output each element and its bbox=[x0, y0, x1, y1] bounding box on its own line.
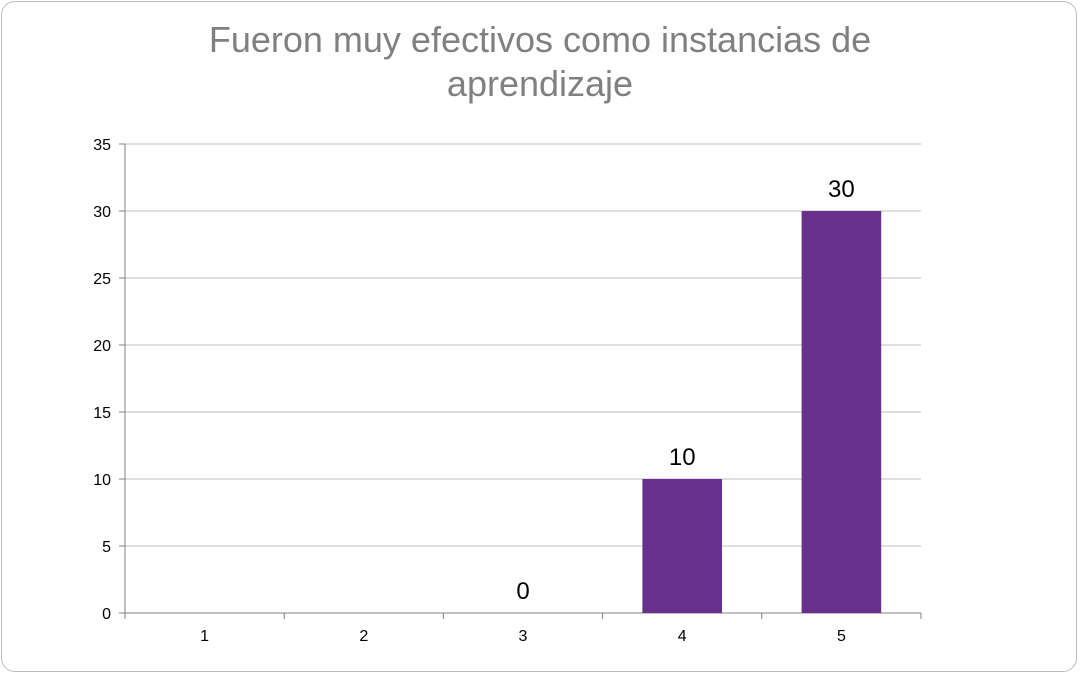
y-tick-label: 5 bbox=[102, 539, 111, 556]
y-tick-label: 15 bbox=[93, 405, 111, 422]
y-tick-label: 20 bbox=[93, 338, 111, 355]
x-tick-label: 5 bbox=[837, 628, 846, 645]
x-tick-label: 3 bbox=[519, 628, 528, 645]
x-tick-label: 1 bbox=[200, 628, 209, 645]
y-tick-label: 35 bbox=[93, 137, 111, 154]
y-tick-label: 25 bbox=[93, 271, 111, 288]
y-tick-label: 30 bbox=[93, 204, 111, 221]
chart-title-line-2: aprendizaje bbox=[446, 63, 634, 104]
chart-title: Fueron muy efectivos como instancias de … bbox=[0, 18, 1080, 106]
data-label: 0 bbox=[516, 578, 529, 605]
x-tick-label: 2 bbox=[359, 628, 368, 645]
bar bbox=[642, 479, 722, 613]
data-label: 30 bbox=[828, 176, 855, 203]
y-tick-label: 0 bbox=[102, 606, 111, 623]
y-tick-label: 10 bbox=[93, 472, 111, 489]
x-tick-label: 4 bbox=[678, 628, 687, 645]
data-label: 10 bbox=[669, 444, 696, 471]
chart-title-line-1: Fueron muy efectivos como instancias de bbox=[208, 19, 872, 60]
bar bbox=[801, 211, 882, 613]
